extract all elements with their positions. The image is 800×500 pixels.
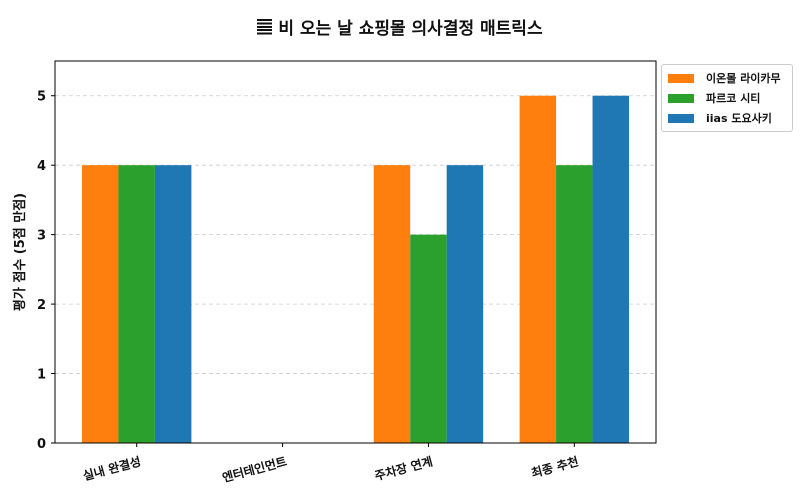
y-tick-label: 0 (37, 437, 46, 452)
bar (118, 165, 155, 443)
y-tick-label: 5 (37, 90, 46, 105)
bar (154, 165, 192, 443)
x-tick-label: 주차장 연계 (373, 453, 434, 483)
bar (556, 165, 593, 443)
chart-title: 비 오는 날 쇼핑몰 의사결정 매트릭스 (0, 14, 800, 39)
y-tick-label: 2 (37, 298, 46, 313)
horizontal-lines-icon (257, 19, 273, 36)
x-tick-label: 엔터테인먼트 (220, 453, 288, 485)
x-tick-label: 실내 완결성 (81, 453, 142, 483)
legend-item: iias 도요사키 (662, 108, 792, 128)
bar (519, 95, 557, 444)
legend-swatch (668, 73, 694, 83)
legend-label: iias 도요사키 (706, 112, 772, 125)
legend: 이온몰 라이카무 파르코 시티 iias 도요사키 (661, 64, 793, 132)
bar (410, 234, 447, 443)
y-tick-label: 4 (37, 159, 46, 174)
legend-item: 파르코 시티 (662, 88, 792, 108)
legend-item: 이온몰 라이카무 (662, 68, 792, 88)
legend-label: 파르코 시티 (706, 92, 761, 105)
x-tick-label: 최종 추천 (530, 453, 581, 480)
y-axis-label: 평가 점수 (5점 만점) (12, 193, 28, 311)
y-tick-label: 1 (37, 368, 46, 383)
bar (592, 95, 630, 444)
legend-swatch (668, 93, 694, 103)
y-tick-label: 3 (37, 229, 46, 244)
plot-frame (54, 60, 657, 444)
bar (81, 165, 119, 443)
bar (373, 165, 411, 443)
chart-title-text: 비 오는 날 쇼핑몰 의사결정 매트릭스 (278, 19, 543, 39)
legend-swatch (668, 113, 694, 123)
bar (446, 165, 484, 443)
legend-label: 이온몰 라이카무 (706, 72, 781, 85)
